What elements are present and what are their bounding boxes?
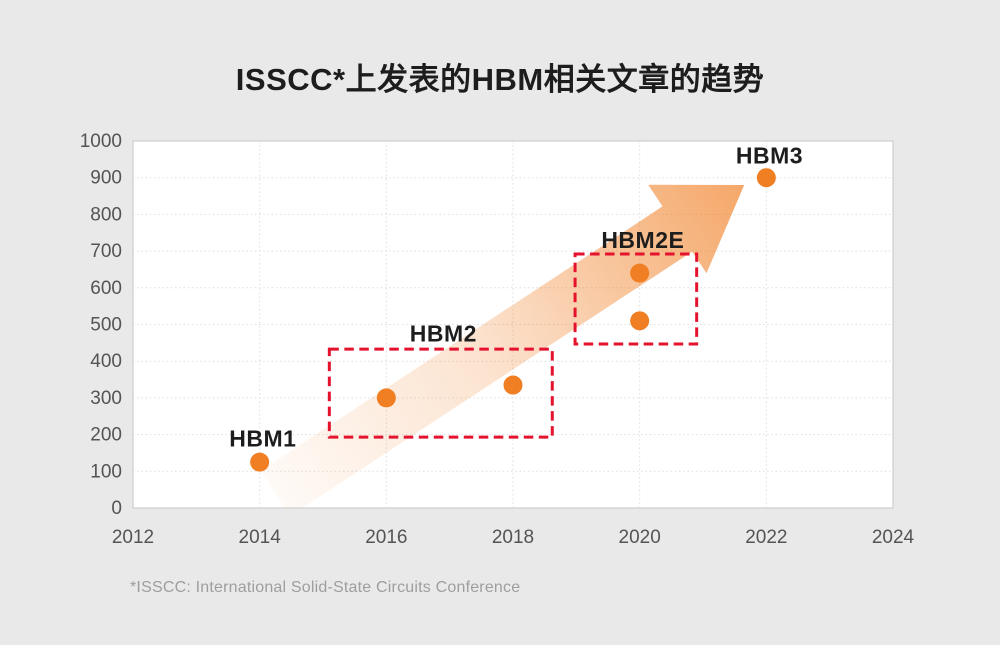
- data-point-hbm1: [250, 452, 270, 472]
- x-tick-label: 2020: [619, 527, 661, 548]
- y-tick-label: 900: [90, 168, 122, 189]
- data-point-hbm2e: [630, 263, 650, 283]
- annotation-hbm3: HBM3: [736, 143, 803, 169]
- x-tick-label: 2016: [365, 527, 407, 548]
- y-tick-label: 400: [90, 351, 122, 372]
- y-tick-label: 0: [111, 498, 122, 519]
- group-box-hbm2e: [573, 252, 699, 346]
- annotation-hbm2e: HBM2E: [601, 227, 684, 253]
- y-tick-label: 600: [90, 278, 122, 299]
- x-tick-label: 2014: [239, 527, 282, 548]
- y-tick-label: 1000: [80, 131, 122, 152]
- group-box-hbm2: [327, 347, 554, 439]
- annotation-hbm2: HBM2: [410, 321, 477, 347]
- x-tick-label: 2018: [492, 527, 534, 548]
- annotation-hbm1: HBM1: [229, 425, 296, 451]
- data-point-hbm2: [376, 388, 396, 408]
- data-point-hbm2e: [630, 311, 650, 331]
- footnote: *ISSCC: International Solid-State Circui…: [130, 579, 521, 596]
- data-point-hbm3: [756, 168, 776, 188]
- y-tick-label: 500: [90, 315, 122, 336]
- y-tick-label: 300: [90, 388, 122, 409]
- y-tick-label: 200: [90, 425, 122, 446]
- x-tick-label: 2024: [872, 527, 915, 548]
- chart-title: ISSCC*上发表的HBM相关文章的趋势: [235, 62, 765, 97]
- trend-arrow: [260, 184, 745, 508]
- x-tick-label: 2022: [745, 527, 787, 548]
- data-point-hbm2: [503, 375, 523, 395]
- y-tick-label: 700: [90, 241, 122, 262]
- y-tick-label: 800: [90, 204, 122, 225]
- x-tick-label: 2012: [112, 527, 154, 548]
- y-tick-label: 100: [90, 461, 122, 482]
